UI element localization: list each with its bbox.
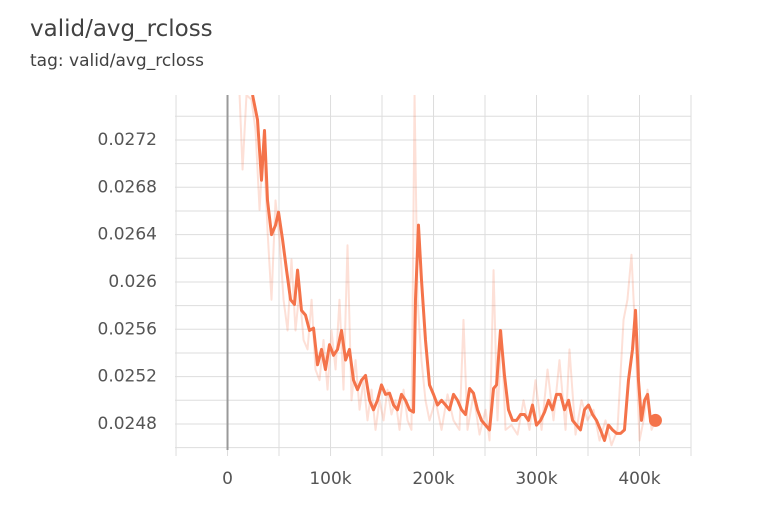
grid — [175, 95, 692, 456]
y-tick-label: 0.026 — [108, 272, 157, 292]
x-tick-label: 0 — [222, 469, 233, 489]
end-point — [648, 413, 662, 427]
x-tick-label: 400k — [618, 469, 660, 489]
y-tick-label: 0.0264 — [98, 225, 157, 245]
x-tick-label: 200k — [412, 469, 454, 489]
series-line — [251, 95, 656, 443]
y-tick-label: 0.0272 — [98, 130, 157, 150]
x-tick-label: 100k — [309, 469, 351, 489]
series-line — [238, 95, 657, 447]
plot-area — [238, 95, 657, 447]
y-tick-label: 0.0252 — [98, 367, 157, 387]
chart-title: valid/avg_rcloss — [30, 16, 213, 42]
y-tick-label: 0.0248 — [98, 414, 157, 434]
chart-subtitle: tag: valid/avg_rcloss — [30, 51, 204, 71]
x-tick-label: 300k — [515, 469, 557, 489]
y-tick-label: 0.0268 — [98, 177, 157, 197]
y-tick-label: 0.0256 — [98, 319, 157, 339]
